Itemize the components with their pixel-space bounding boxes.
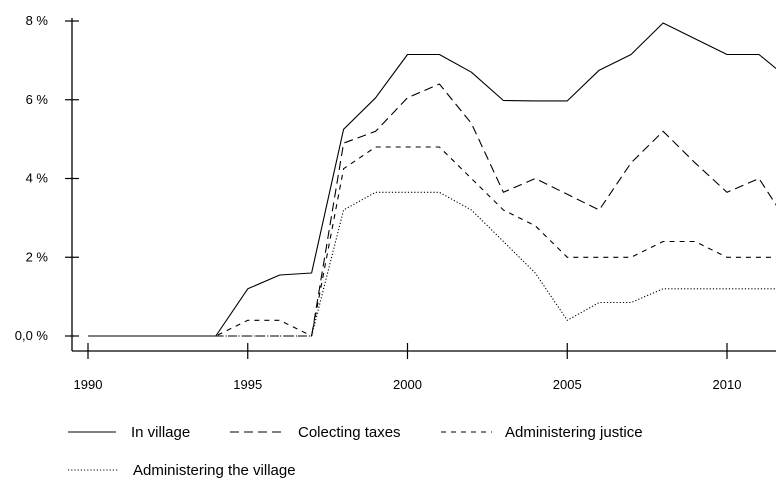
legend-label: In village [131,424,190,441]
y-tick-label: 0,0 % [15,328,49,343]
legend-label: Colecting taxes [298,424,401,441]
y-tick-label: 8 % [26,13,49,28]
legend: In village Colecting taxes Administering j… [68,424,643,479]
legend-label: Administering the village [133,462,296,479]
series-lines [88,22,776,337]
legend-label: Administering justice [505,424,643,441]
x-tick-label: 1995 [233,377,262,392]
series-line-administering-justice [88,146,776,337]
x-tick-label: 2005 [553,377,582,392]
y-axis-ticks: 0,0 % 2 % 4 % 6 % 8 % [15,13,79,343]
y-tick-label: 6 % [26,92,49,107]
x-tick-label: 1990 [74,377,103,392]
x-tick-label: 2000 [393,377,422,392]
y-tick-label: 4 % [26,171,49,186]
x-axis-ticks: 1990 1995 2000 2005 2010 [74,343,742,392]
series-line-in-village [88,22,776,337]
y-tick-label: 2 % [26,249,49,264]
axes [71,18,776,352]
series-line-administering-the-village [88,191,776,337]
series-line-colecting-taxes [88,83,776,337]
x-tick-label: 2010 [713,377,742,392]
